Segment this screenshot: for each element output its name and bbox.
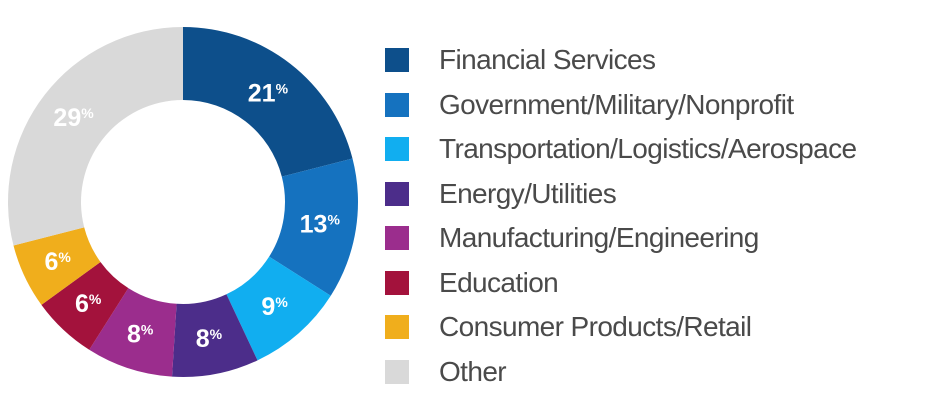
legend-swatch bbox=[385, 226, 409, 251]
slice-value-label: 6% bbox=[75, 290, 102, 318]
legend-item: Energy/Utilities bbox=[385, 172, 945, 217]
legend-label: Transportation/Logistics/Aerospace bbox=[439, 133, 857, 165]
donut-slice-7 bbox=[13, 227, 101, 305]
legend-label: Government/Military/Nonprofit bbox=[439, 88, 794, 120]
slice-value-label: 29% bbox=[53, 104, 94, 132]
legend-label: Education bbox=[439, 266, 559, 298]
legend-label: Energy/Utilities bbox=[439, 177, 617, 209]
legend-item: Financial Services bbox=[385, 38, 945, 83]
slice-value-label: 13% bbox=[300, 211, 341, 239]
donut-slice-3 bbox=[226, 256, 331, 361]
slice-value-label: 6% bbox=[45, 248, 72, 276]
slice-value-label: 8% bbox=[127, 321, 154, 349]
donut-slice-5 bbox=[89, 288, 177, 377]
legend-swatch bbox=[385, 92, 409, 117]
legend-item: Education bbox=[385, 261, 945, 306]
legend-swatch bbox=[385, 137, 409, 162]
legend-swatch bbox=[385, 359, 409, 384]
legend-label: Consumer Products/Retail bbox=[439, 311, 752, 343]
legend-label: Financial Services bbox=[439, 44, 656, 76]
legend-item: Government/Military/Nonprofit bbox=[385, 83, 945, 128]
chart-legend: Financial Services Government/Military/No… bbox=[385, 38, 945, 394]
legend-label: Manufacturing/Engineering bbox=[439, 222, 759, 254]
donut-slice-2 bbox=[269, 158, 359, 296]
legend-swatch bbox=[385, 315, 409, 340]
donut-slice-8 bbox=[7, 27, 184, 246]
donut-slice-4 bbox=[172, 294, 258, 377]
legend-item: Consumer Products/Retail bbox=[385, 305, 945, 350]
donut-slice-1 bbox=[183, 27, 353, 177]
donut-chart-svg: 21% 13% 9% 8% 8% 6%6% 29% bbox=[7, 27, 359, 377]
legend-swatch bbox=[385, 181, 409, 206]
slice-value-label: 9% bbox=[261, 293, 288, 321]
donut-slice-6 bbox=[41, 261, 129, 350]
slice-value-label: 8% bbox=[196, 325, 223, 353]
legend-item: Manufacturing/Engineering bbox=[385, 216, 945, 261]
legend-item: Other bbox=[385, 350, 945, 395]
legend-label: Other bbox=[439, 355, 507, 387]
legend-item: Transportation/Logistics/Aerospace bbox=[385, 127, 945, 172]
donut-chart: 21% 13% 9% 8% 8% 6% 6% 29% bbox=[0, 0, 370, 400]
legend-swatch bbox=[385, 48, 409, 73]
slice-value-label: 21% bbox=[248, 80, 289, 108]
legend-swatch bbox=[385, 270, 409, 295]
